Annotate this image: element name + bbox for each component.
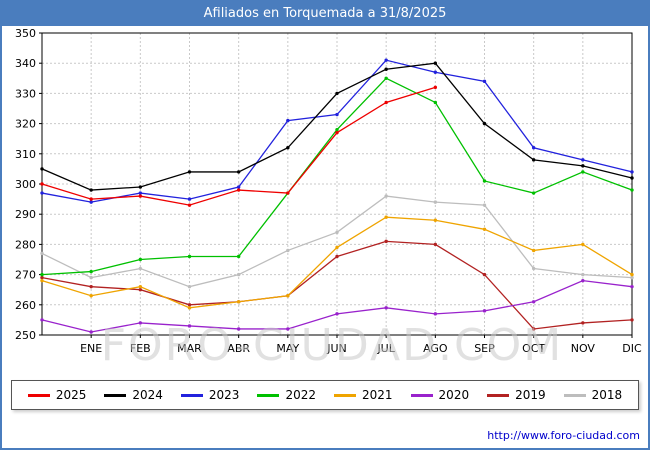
svg-text:350: 350 <box>15 28 36 40</box>
legend-swatch-2025 <box>27 393 50 397</box>
legend-swatch-2018 <box>563 393 586 397</box>
svg-text:330: 330 <box>15 87 36 100</box>
legend-item-2020: 2020 <box>410 388 470 402</box>
svg-text:280: 280 <box>15 238 36 251</box>
legend-label-2020: 2020 <box>438 388 470 402</box>
svg-text:DIC: DIC <box>622 342 642 355</box>
legend-swatch-2019 <box>487 393 510 397</box>
line-chart: 250 260 270 280 290 300 310 320 330 340 350 ENE FEB M… <box>15 28 642 355</box>
svg-text:250: 250 <box>15 329 36 342</box>
svg-text:OCT: OCT <box>522 342 545 355</box>
chart-title-bar: Afiliados en Torquemada a 31/8/2025 <box>2 2 648 26</box>
legend-item-2018: 2018 <box>563 388 623 402</box>
svg-text:340: 340 <box>15 57 36 70</box>
legend-item-2019: 2019 <box>487 388 546 402</box>
legend-swatch-2023 <box>180 393 203 397</box>
svg-text:MAR: MAR <box>177 342 202 355</box>
legend-item-2023: 2023 <box>180 388 240 402</box>
legend-item-2024: 2024 <box>104 388 163 402</box>
legend-label-2018: 2018 <box>591 388 623 402</box>
svg-text:260: 260 <box>15 299 36 312</box>
page-title: Afiliados en Torquemada a 31/8/2025 <box>203 6 447 21</box>
svg-text:AGO: AGO <box>423 342 448 355</box>
legend-label-2024: 2024 <box>132 388 163 402</box>
legend-label-2019: 2019 <box>515 388 546 402</box>
legend-swatch-2022 <box>257 393 280 397</box>
legend-item-2025: 2025 <box>27 388 87 402</box>
legend-swatch-2021 <box>334 393 356 397</box>
legend-swatch-2024 <box>104 393 127 397</box>
svg-text:ABR: ABR <box>227 342 250 355</box>
legend-label-2025: 2025 <box>55 388 87 402</box>
svg-text:SEP: SEP <box>474 342 495 355</box>
legend-item-2022: 2022 <box>257 388 316 402</box>
legend-swatch-2020 <box>410 393 433 397</box>
legend-label-2022: 2022 <box>285 388 316 402</box>
svg-text:270: 270 <box>15 269 36 282</box>
svg-text:FEB: FEB <box>130 342 151 355</box>
legend-label-2023: 2023 <box>208 388 240 402</box>
svg-text:JUL: JUL <box>376 342 395 355</box>
svg-text:310: 310 <box>15 148 36 161</box>
svg-text:JUN: JUN <box>326 342 347 355</box>
legend: 2025 2024 2023 2022 2021 2020 2019 2018 <box>2 380 648 410</box>
legend-label-2021: 2021 <box>362 388 393 402</box>
svg-text:MAY: MAY <box>276 342 299 355</box>
legend-item-2021: 2021 <box>334 388 393 402</box>
chart-region: 250 260 270 280 290 300 310 320 330 340 350 ENE FEB M… <box>2 28 648 371</box>
svg-text:NOV: NOV <box>571 342 596 355</box>
svg-text:ENE: ENE <box>80 342 102 355</box>
svg-text:290: 290 <box>15 208 36 221</box>
footer-link[interactable]: http://www.foro-ciudad.com <box>487 429 640 442</box>
svg-text:320: 320 <box>15 118 36 131</box>
svg-text:300: 300 <box>15 178 36 191</box>
legend-box: 2025 2024 2023 2022 2021 2020 2019 2018 <box>10 380 640 410</box>
